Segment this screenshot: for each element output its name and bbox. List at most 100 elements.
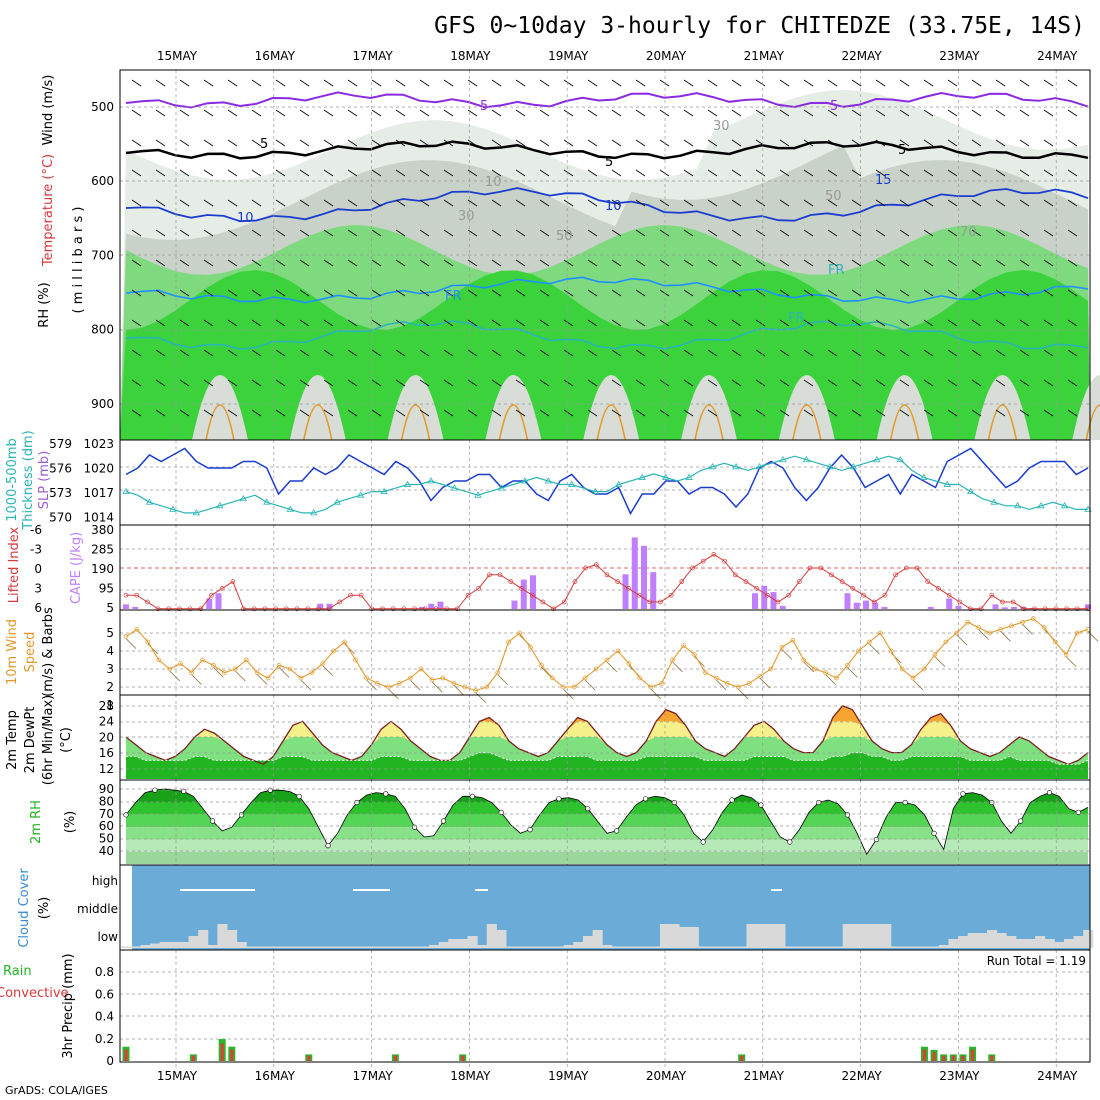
wind-barb	[371, 409, 382, 417]
low-cloud-bar	[227, 930, 238, 948]
wind-barb	[419, 379, 430, 387]
dry-plume	[681, 375, 737, 440]
wind-barb-10m	[847, 667, 858, 678]
low-cloud-bar	[371, 946, 382, 948]
bottom-date-label: 21MAY	[744, 1069, 785, 1083]
wind-barb	[227, 109, 238, 117]
wind-barb	[467, 289, 478, 297]
lifted-index-point	[455, 606, 460, 612]
wind-barb	[1019, 139, 1030, 147]
lifted-index-point	[786, 592, 792, 598]
lifted-index-point	[636, 592, 642, 598]
wind-barb	[155, 169, 166, 177]
dry-plume	[876, 375, 933, 440]
precip-bar-convective	[124, 1049, 128, 1061]
dry-plume	[192, 375, 248, 440]
axis-label: (6hr Min/Max)	[41, 695, 56, 785]
wind-barb	[227, 169, 238, 177]
tick-label: 90	[99, 782, 114, 796]
wind-barb	[827, 349, 838, 357]
lifted-index-point	[925, 579, 931, 584]
wind-speed-point	[1074, 630, 1080, 636]
wind-barb	[899, 199, 910, 207]
tick-label: 800	[91, 323, 114, 337]
wind-barb	[779, 139, 790, 147]
wind-barb	[1067, 169, 1078, 177]
wind-barb	[899, 409, 910, 417]
wind-barb	[683, 229, 694, 237]
axis-label: 3hr Precip (mm)	[61, 953, 76, 1058]
lifted-index-point	[829, 572, 834, 578]
cape-bar	[437, 601, 444, 609]
wind-barb	[611, 319, 622, 327]
wind-barb	[899, 349, 910, 357]
wind-barb	[347, 199, 358, 207]
lifted-index-point	[412, 606, 417, 612]
wind-barb	[923, 79, 934, 87]
axis-label: 2m DewPt	[23, 707, 38, 774]
wind-barb	[635, 319, 646, 327]
axis-label: Convective	[0, 986, 69, 1001]
wind-barb	[803, 109, 814, 117]
lifted-index-point	[390, 606, 396, 612]
wind-barb-10m	[409, 679, 421, 691]
tick-label: 5	[106, 601, 114, 615]
rh-point	[354, 799, 360, 806]
wind-speed-point	[1041, 625, 1047, 630]
thickness-marker	[708, 463, 717, 470]
wind-speed-point	[877, 630, 883, 636]
wind-barb-10m	[956, 634, 968, 646]
lifted-index-point	[465, 592, 471, 598]
wind-barb	[1019, 229, 1030, 237]
wind-barb	[1067, 109, 1078, 117]
wind-barb	[707, 79, 718, 87]
wind-barb	[371, 79, 382, 87]
low-cloud-bar	[159, 942, 170, 948]
wind-barb	[995, 319, 1006, 327]
wind-speed-point	[746, 681, 752, 686]
panels-group: 5 5555101015FRFRFR30103050507050060070080…	[0, 69, 1100, 1068]
lifted-index-point	[978, 606, 984, 612]
wind-barb	[299, 289, 310, 297]
thickness-marker	[826, 463, 834, 470]
rh-point	[787, 839, 793, 845]
thickness-marker	[849, 463, 858, 470]
low-cloud-bar	[727, 946, 738, 948]
wind-barb	[1019, 109, 1030, 117]
wind-barb	[851, 319, 862, 327]
wind-barb	[635, 349, 646, 357]
wind-barb	[1019, 409, 1030, 417]
thickness-marker	[239, 494, 248, 502]
wind-barb	[1043, 199, 1054, 207]
wind-speed-point	[495, 670, 501, 675]
wind-barb	[347, 229, 358, 237]
wind-barb	[659, 199, 670, 207]
contour-label: 30	[458, 209, 475, 224]
contour-label: 50	[556, 229, 573, 244]
axis-label: 2m RH	[29, 800, 44, 844]
wind-barb	[131, 289, 142, 297]
temp-contour-10	[125, 276, 1089, 304]
wind-barb	[731, 289, 742, 297]
run-total: Run Total = 1.19	[987, 954, 1086, 968]
lifted-index-point	[903, 565, 909, 571]
wind-barb	[491, 169, 502, 177]
wind-barb	[155, 409, 166, 417]
rh-band	[126, 814, 1088, 828]
low-cloud-bar	[390, 946, 401, 948]
thickness-marker	[450, 484, 459, 491]
wind-barb	[203, 229, 214, 237]
wind-barb	[659, 79, 670, 87]
wind-barb	[419, 259, 430, 267]
lifted-index-point	[166, 606, 172, 612]
wind-barb	[155, 139, 166, 147]
cape-bar	[946, 598, 953, 609]
bottom-date-label: 23MAY	[939, 1069, 980, 1083]
wind-barb	[971, 139, 982, 147]
wind-barb	[323, 319, 334, 327]
wind-barb-10m	[1022, 623, 1033, 635]
thickness-marker	[779, 455, 787, 463]
wind-barb	[563, 79, 574, 87]
tick-label: 5	[106, 626, 114, 640]
wind-speed-point	[768, 666, 774, 672]
